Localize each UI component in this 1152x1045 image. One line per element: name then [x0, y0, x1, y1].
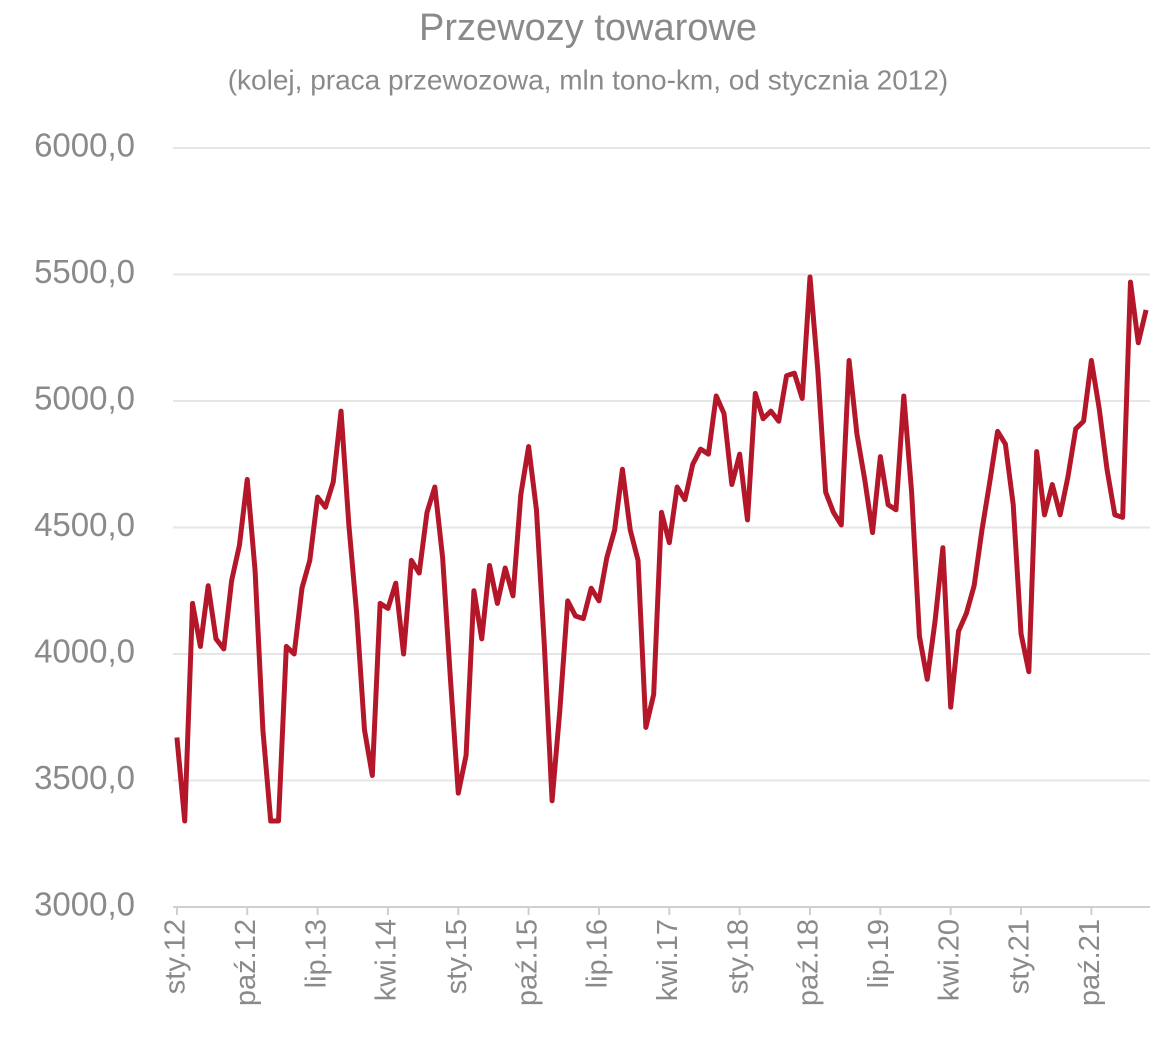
x-tick-label: paź.15: [511, 919, 543, 1006]
y-tick-label: 4500,0: [34, 506, 135, 543]
x-tick-label: kwi.14: [371, 919, 403, 1001]
y-tick-label: 3000,0: [34, 886, 135, 923]
x-tick-label: sty.12: [160, 919, 192, 994]
data-line: [174, 274, 1149, 824]
x-tick-label: kwi.20: [933, 919, 965, 1001]
y-tick-label: 3500,0: [34, 759, 135, 796]
x-tick-label: lip.13: [300, 919, 332, 988]
y-tick-label: 4000,0: [34, 633, 135, 670]
x-tick-label: lip.16: [582, 919, 614, 988]
x-tick-label: paź.18: [793, 919, 825, 1006]
x-tick-label: kwi.17: [652, 919, 684, 1001]
x-tick-label: sty.18: [722, 919, 754, 994]
x-tick-label: sty.15: [441, 919, 473, 994]
x-tick-label: lip.19: [863, 919, 895, 988]
y-tick-label: 6000,0: [34, 127, 135, 164]
y-tick-label: 5000,0: [34, 380, 135, 417]
x-tick-label: paź.12: [230, 919, 262, 1006]
x-tick-label: sty.21: [1004, 919, 1036, 994]
x-tick-label: paź.21: [1074, 919, 1106, 1006]
chart-subtitle: (kolej, praca przewozowa, mln tono-km, o…: [228, 64, 949, 95]
y-tick-label: 5500,0: [34, 253, 135, 290]
chart-title: Przewozy towarowe: [419, 7, 757, 49]
